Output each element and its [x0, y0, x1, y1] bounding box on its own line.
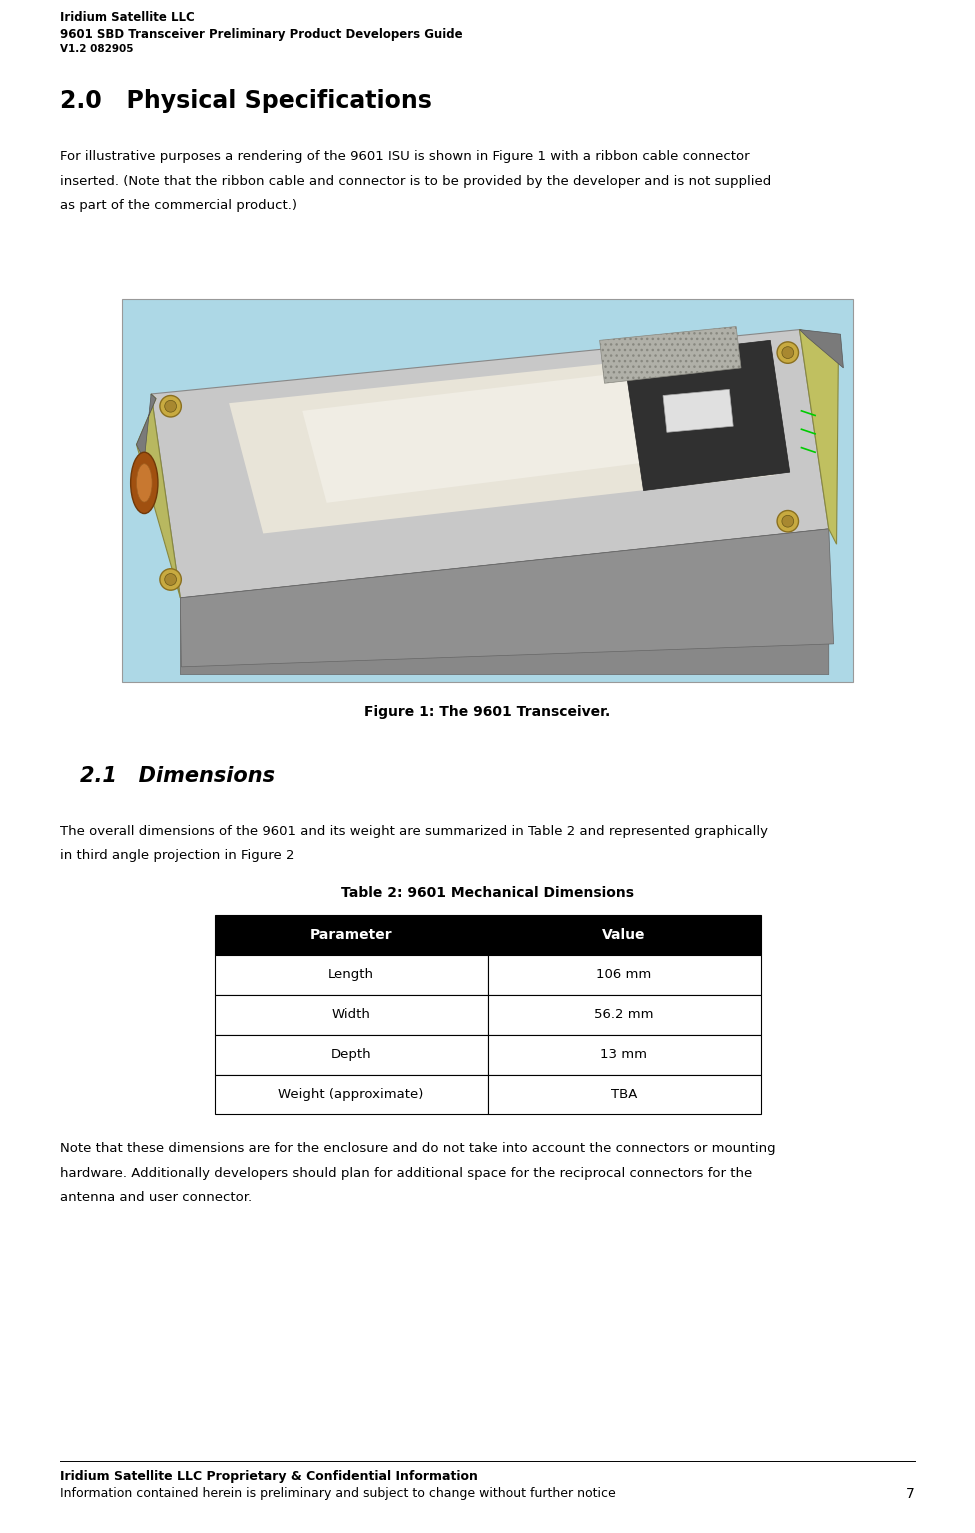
Ellipse shape	[782, 346, 794, 359]
Text: inserted. (Note that the ribbon cable and connector is to be provided by the dev: inserted. (Note that the ribbon cable an…	[60, 175, 771, 187]
Polygon shape	[800, 330, 838, 544]
Polygon shape	[229, 350, 775, 533]
Text: Iridium Satellite LLC Proprietary & Confidential Information: Iridium Satellite LLC Proprietary & Conf…	[60, 1470, 479, 1482]
Text: Weight (approximate): Weight (approximate)	[278, 1088, 424, 1101]
Polygon shape	[663, 389, 733, 432]
Text: 2.1   Dimensions: 2.1 Dimensions	[80, 766, 275, 786]
Polygon shape	[800, 330, 843, 368]
Ellipse shape	[777, 510, 799, 532]
Polygon shape	[600, 327, 741, 383]
Polygon shape	[302, 363, 726, 503]
Text: 106 mm: 106 mm	[597, 969, 651, 981]
Bar	[488, 1075, 760, 1114]
Bar	[214, 995, 488, 1035]
Ellipse shape	[131, 452, 158, 514]
Ellipse shape	[782, 515, 794, 527]
Text: 13 mm: 13 mm	[601, 1049, 647, 1061]
Bar	[214, 915, 488, 955]
FancyBboxPatch shape	[122, 299, 853, 682]
Bar	[488, 955, 760, 995]
Bar	[214, 1075, 488, 1114]
Ellipse shape	[165, 573, 176, 586]
Bar	[214, 1035, 488, 1075]
Text: 9601 SBD Transceiver Preliminary Product Developers Guide: 9601 SBD Transceiver Preliminary Product…	[60, 28, 463, 40]
Text: Note that these dimensions are for the enclosure and do not take into account th: Note that these dimensions are for the e…	[60, 1142, 776, 1154]
Ellipse shape	[160, 396, 181, 417]
Ellipse shape	[160, 569, 181, 590]
Polygon shape	[136, 394, 180, 598]
Bar	[214, 955, 488, 995]
Bar	[488, 915, 760, 955]
Text: The overall dimensions of the 9601 and its weight are summarized in Table 2 and : The overall dimensions of the 9601 and i…	[60, 825, 768, 837]
Text: TBA: TBA	[610, 1088, 638, 1101]
Text: 56.2 mm: 56.2 mm	[594, 1009, 654, 1021]
Polygon shape	[624, 340, 790, 491]
Text: Value: Value	[603, 927, 645, 943]
Text: Figure 1: The 9601 Transceiver.: Figure 1: The 9601 Transceiver.	[365, 705, 610, 719]
Bar	[488, 995, 760, 1035]
Text: Table 2: 9601 Mechanical Dimensions: Table 2: 9601 Mechanical Dimensions	[341, 886, 634, 900]
Text: 2.0   Physical Specifications: 2.0 Physical Specifications	[60, 89, 432, 113]
Text: For illustrative purposes a rendering of the 9601 ISU is shown in Figure 1 with : For illustrative purposes a rendering of…	[60, 150, 750, 162]
Text: Information contained herein is preliminary and subject to change without furthe: Information contained herein is prelimin…	[60, 1487, 616, 1499]
Polygon shape	[136, 394, 156, 460]
Ellipse shape	[777, 342, 799, 363]
Text: Depth: Depth	[331, 1049, 371, 1061]
Polygon shape	[151, 330, 829, 598]
Text: V1.2 082905: V1.2 082905	[60, 44, 134, 55]
Polygon shape	[180, 529, 834, 667]
Polygon shape	[180, 529, 829, 675]
Text: in third angle projection in Figure 2: in third angle projection in Figure 2	[60, 849, 295, 862]
Ellipse shape	[165, 400, 176, 412]
Ellipse shape	[136, 464, 152, 503]
Text: antenna and user connector.: antenna and user connector.	[60, 1191, 253, 1203]
Text: Width: Width	[332, 1009, 370, 1021]
Text: Iridium Satellite LLC: Iridium Satellite LLC	[60, 11, 195, 23]
Text: as part of the commercial product.): as part of the commercial product.)	[60, 199, 297, 212]
Text: Parameter: Parameter	[310, 927, 392, 943]
Text: hardware. Additionally developers should plan for additional space for the recip: hardware. Additionally developers should…	[60, 1167, 753, 1179]
Bar	[488, 1035, 760, 1075]
Text: 7: 7	[906, 1487, 915, 1501]
Text: Length: Length	[328, 969, 374, 981]
